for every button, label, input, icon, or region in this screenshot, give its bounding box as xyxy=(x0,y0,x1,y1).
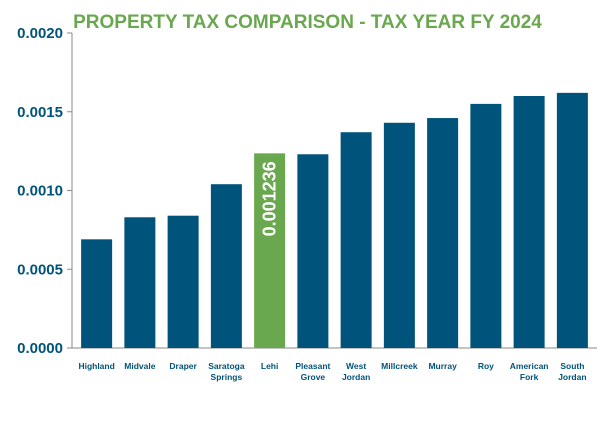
x-tick-label: West Jordan xyxy=(342,361,370,382)
bar xyxy=(340,132,372,348)
bar xyxy=(427,118,459,348)
y-tick-label: 0.0005 xyxy=(17,261,63,278)
bar xyxy=(210,184,242,348)
x-tick-label: Pleasant Grove xyxy=(295,361,330,382)
x-tick-label: American Fork xyxy=(510,361,549,382)
y-tick-label: 0.0010 xyxy=(17,183,63,200)
bar xyxy=(124,217,156,348)
y-tick-label: 0.0015 xyxy=(17,104,63,121)
bar xyxy=(81,239,113,348)
x-tick-label: Saratoga Springs xyxy=(208,361,245,382)
chart-title: PROPERTY TAX COMPARISON - TAX YEAR FY 20… xyxy=(73,12,542,33)
x-tick-label: Midvale xyxy=(124,361,155,371)
highlight-data-label: 0.001236 xyxy=(260,161,280,236)
x-tick-label: Highland xyxy=(78,361,114,371)
y-tick-label: 0.0020 xyxy=(17,25,63,42)
y-axis-ticks: 0.0000 0.0005 0.0010 0.0015 0.0020 xyxy=(17,25,72,357)
bar-highlight xyxy=(254,153,286,348)
bar xyxy=(383,122,415,349)
x-tick-label: Roy xyxy=(478,361,494,371)
bar xyxy=(470,103,502,348)
x-tick-label: Millcreek xyxy=(381,361,418,371)
bar xyxy=(297,154,329,348)
bars: 0.001236 xyxy=(81,92,588,349)
x-tick-label: Draper xyxy=(169,361,197,371)
x-tick-label: Murray xyxy=(428,361,457,371)
bar xyxy=(513,96,545,348)
y-tick-label: 0.0000 xyxy=(17,340,63,357)
bar xyxy=(167,215,199,348)
x-axis-ticks: Highland Midvale Draper Saratoga Springs Lehi… xyxy=(78,361,586,382)
bar xyxy=(556,92,588,348)
x-tick-label: South Jordan xyxy=(558,361,586,382)
x-tick-label: Lehi xyxy=(261,361,278,371)
